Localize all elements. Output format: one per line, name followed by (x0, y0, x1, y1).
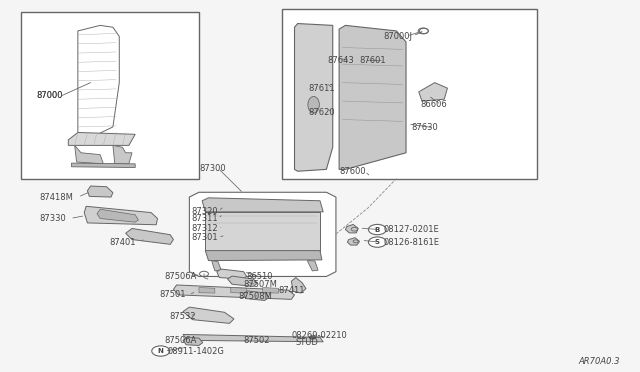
Text: 86510: 86510 (246, 272, 273, 281)
Text: 87601: 87601 (360, 56, 386, 65)
Text: 87620: 87620 (308, 108, 335, 117)
Polygon shape (231, 288, 246, 293)
Polygon shape (212, 260, 221, 271)
Text: 08127-0201E: 08127-0201E (384, 225, 440, 234)
Polygon shape (244, 291, 269, 301)
Polygon shape (125, 228, 173, 244)
Polygon shape (294, 23, 333, 171)
Polygon shape (183, 334, 323, 342)
Text: 87401: 87401 (109, 238, 136, 247)
Polygon shape (113, 145, 132, 164)
Circle shape (369, 237, 387, 247)
Text: 87300: 87300 (199, 164, 225, 173)
Polygon shape (68, 132, 135, 145)
Bar (20, 13, 199, 179)
Polygon shape (339, 25, 406, 169)
Text: 87502: 87502 (244, 336, 270, 345)
Text: 87506A: 87506A (164, 272, 196, 281)
Polygon shape (202, 198, 323, 212)
Text: 87330: 87330 (40, 214, 67, 223)
Polygon shape (183, 307, 234, 323)
Polygon shape (173, 285, 294, 299)
Text: 87507M: 87507M (244, 280, 277, 289)
Text: 87506A: 87506A (164, 336, 196, 345)
Polygon shape (183, 337, 203, 346)
Circle shape (152, 346, 170, 356)
Polygon shape (307, 260, 318, 271)
Text: 87301: 87301 (191, 233, 218, 242)
Text: 87508M: 87508M (239, 292, 272, 301)
Text: 86606: 86606 (420, 100, 447, 109)
Text: 87643: 87643 (327, 56, 354, 65)
Polygon shape (189, 192, 336, 276)
Text: 87418M: 87418M (40, 193, 74, 202)
Text: 08911-1402G: 08911-1402G (167, 347, 224, 356)
Ellipse shape (308, 96, 319, 113)
Polygon shape (205, 251, 322, 260)
Text: 87320: 87320 (191, 206, 218, 216)
Text: 87000J: 87000J (384, 32, 413, 41)
Text: 08269-02210: 08269-02210 (291, 331, 347, 340)
Text: N: N (157, 348, 164, 354)
Polygon shape (72, 163, 135, 167)
Circle shape (369, 224, 387, 235)
Text: 87000: 87000 (36, 91, 63, 100)
Polygon shape (346, 224, 358, 233)
Polygon shape (419, 83, 447, 101)
Text: 87312: 87312 (191, 224, 218, 233)
Text: 87532: 87532 (169, 312, 196, 321)
Polygon shape (75, 25, 119, 140)
Polygon shape (291, 278, 306, 293)
Bar (282, 9, 537, 179)
Text: 87501: 87501 (159, 291, 186, 299)
Polygon shape (75, 145, 103, 164)
Polygon shape (97, 209, 138, 222)
Text: STUD: STUD (296, 339, 319, 347)
Polygon shape (199, 288, 215, 293)
Circle shape (309, 336, 316, 339)
Polygon shape (205, 212, 320, 251)
Text: 87311: 87311 (191, 214, 218, 223)
Text: 08126-8161E: 08126-8161E (384, 238, 440, 247)
Text: 87611: 87611 (308, 84, 335, 93)
Text: B: B (375, 227, 380, 232)
Text: AR70A0.3: AR70A0.3 (578, 357, 620, 366)
Polygon shape (88, 186, 113, 197)
Text: 87630: 87630 (411, 123, 438, 132)
Text: 87000: 87000 (36, 91, 63, 100)
Polygon shape (228, 276, 257, 286)
Text: 87411: 87411 (278, 286, 305, 295)
Polygon shape (84, 206, 157, 225)
Text: 87600: 87600 (339, 167, 365, 176)
Text: S: S (375, 239, 380, 245)
Polygon shape (262, 288, 278, 293)
Polygon shape (217, 269, 246, 279)
Polygon shape (348, 238, 360, 245)
